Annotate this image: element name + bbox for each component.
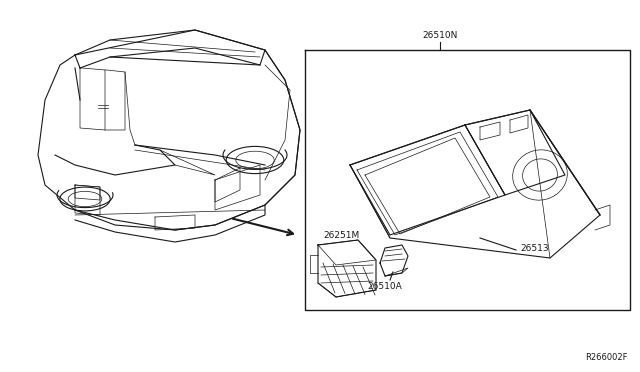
Text: 26251M: 26251M	[323, 231, 359, 240]
Text: 26510A: 26510A	[367, 282, 403, 291]
Text: 26510N: 26510N	[422, 31, 458, 40]
Text: 26513: 26513	[520, 244, 548, 253]
Text: R266002F: R266002F	[586, 353, 628, 362]
